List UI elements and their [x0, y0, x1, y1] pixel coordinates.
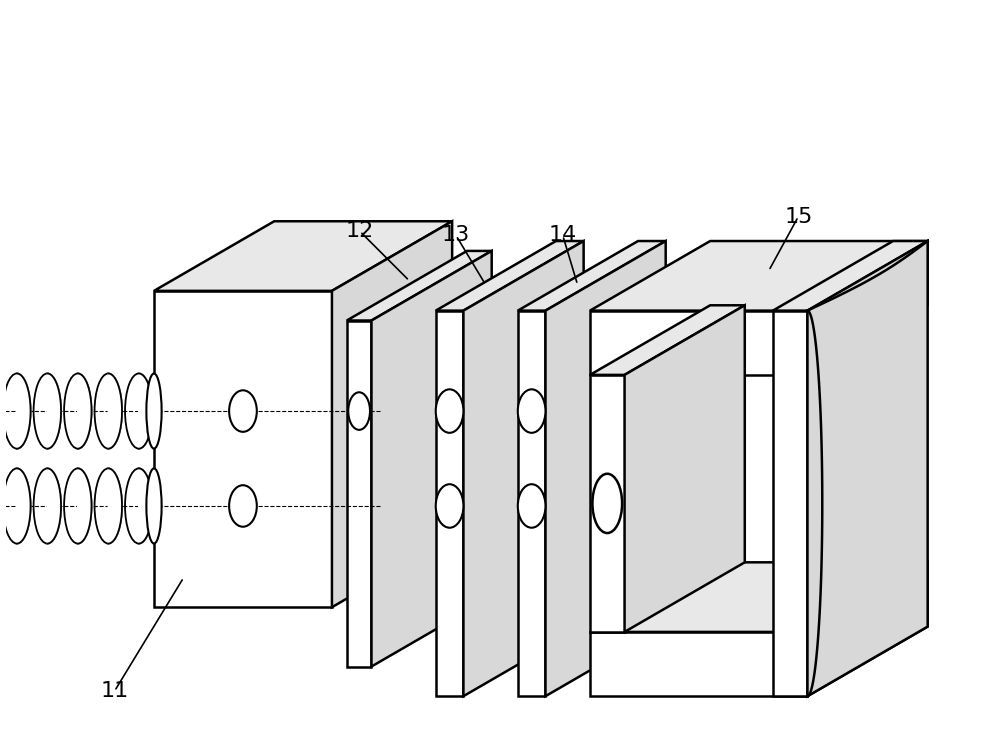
Polygon shape — [518, 311, 545, 696]
Polygon shape — [807, 241, 928, 375]
Polygon shape — [347, 251, 492, 320]
Polygon shape — [436, 241, 584, 311]
Polygon shape — [807, 562, 928, 696]
Polygon shape — [47, 469, 61, 544]
Polygon shape — [590, 632, 807, 696]
Polygon shape — [590, 311, 807, 375]
Polygon shape — [139, 374, 152, 449]
Polygon shape — [17, 374, 31, 449]
Polygon shape — [17, 469, 31, 544]
Polygon shape — [590, 562, 928, 632]
Ellipse shape — [146, 469, 162, 544]
Ellipse shape — [436, 389, 463, 433]
Polygon shape — [347, 320, 371, 666]
Polygon shape — [139, 469, 152, 544]
Polygon shape — [590, 241, 928, 311]
Ellipse shape — [348, 392, 370, 430]
Polygon shape — [371, 251, 492, 666]
Ellipse shape — [229, 485, 257, 527]
Ellipse shape — [592, 474, 622, 533]
Polygon shape — [518, 241, 666, 311]
Polygon shape — [807, 241, 928, 696]
Text: 12: 12 — [346, 221, 374, 242]
Polygon shape — [154, 291, 332, 607]
Text: 13: 13 — [442, 226, 470, 245]
Polygon shape — [463, 241, 584, 696]
Ellipse shape — [436, 484, 463, 528]
Polygon shape — [545, 241, 666, 696]
Polygon shape — [590, 375, 625, 632]
Polygon shape — [590, 305, 745, 375]
Ellipse shape — [229, 391, 257, 432]
Text: 11: 11 — [100, 681, 129, 702]
Polygon shape — [108, 374, 122, 449]
Text: 15: 15 — [784, 207, 813, 226]
Ellipse shape — [146, 374, 162, 449]
Polygon shape — [78, 374, 92, 449]
Polygon shape — [47, 374, 61, 449]
Polygon shape — [773, 241, 928, 311]
Polygon shape — [108, 469, 122, 544]
Ellipse shape — [518, 484, 545, 528]
Polygon shape — [154, 221, 452, 291]
Polygon shape — [436, 311, 463, 696]
Polygon shape — [773, 311, 807, 696]
Ellipse shape — [518, 389, 545, 433]
Polygon shape — [625, 305, 745, 632]
Polygon shape — [332, 221, 452, 607]
Polygon shape — [78, 469, 92, 544]
Text: 14: 14 — [549, 226, 577, 245]
